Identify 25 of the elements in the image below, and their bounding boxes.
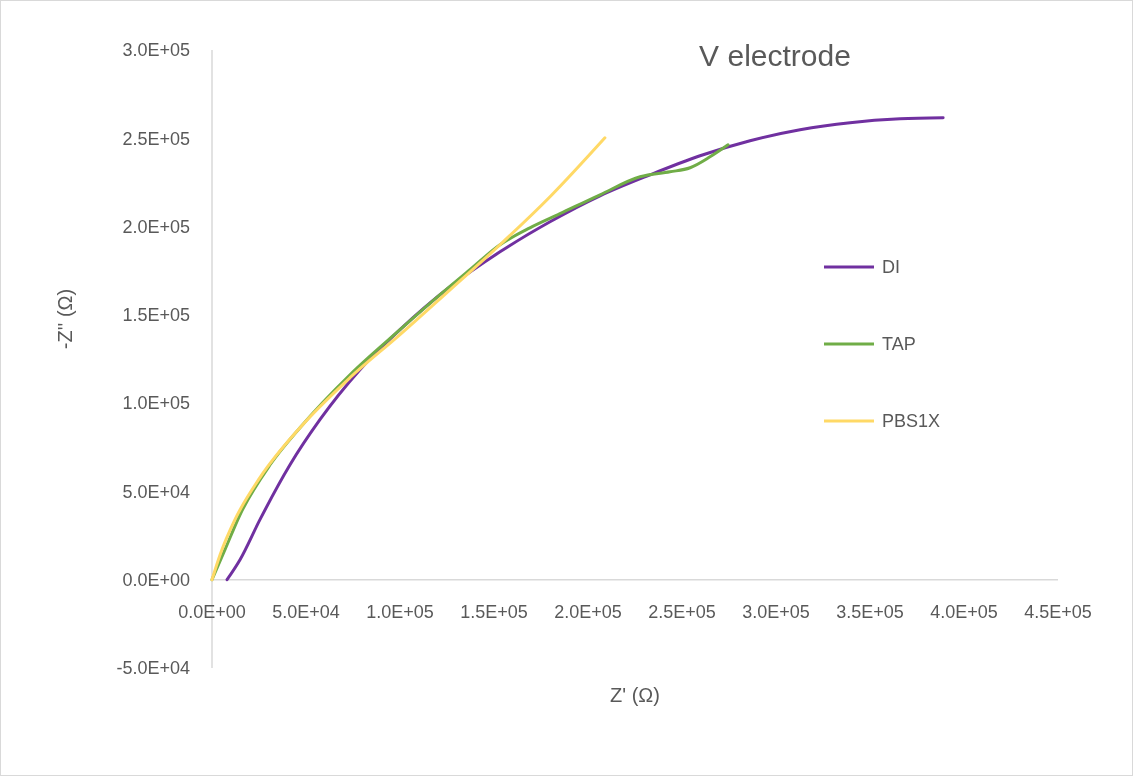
x-tick-label: 2.0E+05 [554, 601, 622, 622]
x-tick-label: 0.0E+00 [178, 601, 246, 622]
x-tick-label: 1.5E+05 [460, 601, 528, 622]
x-tick-label: 3.0E+05 [742, 601, 810, 622]
x-tick-label: 3.5E+05 [836, 601, 904, 622]
legend-label: DI [882, 257, 900, 278]
x-axis-title: Z' (Ω) [610, 684, 660, 706]
x-tick-label: 4.0E+05 [930, 601, 998, 622]
x-tick-label: 4.5E+05 [1024, 601, 1092, 622]
x-tick-label: 1.0E+05 [366, 601, 434, 622]
y-tick-label: 3.0E+05 [122, 40, 190, 61]
x-tick-label: 2.5E+05 [648, 601, 716, 622]
y-tick-label: 1.5E+05 [122, 305, 190, 326]
y-tick-label: -5.0E+04 [116, 658, 190, 679]
line-series [210, 136, 607, 582]
y-tick-label: 5.0E+04 [122, 481, 190, 502]
legend-label: TAP [882, 334, 916, 355]
legend-label: PBS1X [882, 411, 941, 432]
y-tick-label: 2.0E+05 [122, 216, 190, 237]
y-tick-label: 2.5E+05 [122, 128, 190, 149]
y-axis-title: -Z'' (Ω) [54, 288, 76, 350]
y-tick-label: 0.0E+00 [122, 570, 190, 591]
x-tick-label: 5.0E+04 [272, 601, 340, 622]
y-tick-label: 1.0E+05 [122, 393, 190, 414]
chart-title: V electrode [699, 39, 851, 72]
